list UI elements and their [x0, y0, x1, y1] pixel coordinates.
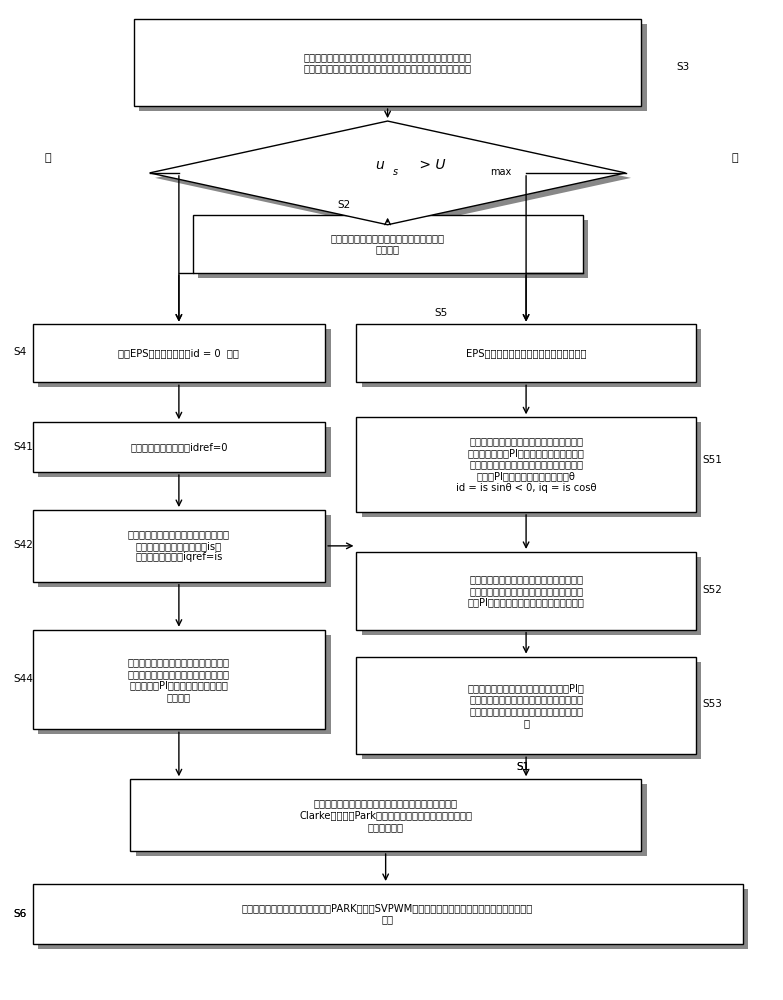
FancyBboxPatch shape — [362, 662, 702, 759]
Text: S5: S5 — [435, 308, 448, 318]
Text: S42: S42 — [13, 540, 33, 550]
FancyBboxPatch shape — [33, 884, 742, 944]
Text: EPS系统进入转速环，执行超前角弱磁控制: EPS系统进入转速环，执行超前角弱磁控制 — [466, 348, 586, 358]
Text: S4: S4 — [13, 347, 27, 357]
FancyBboxPatch shape — [356, 657, 696, 754]
Text: S6: S6 — [13, 909, 27, 919]
Text: 将电机定子电压与设置的参考电压通过PI调
节对超前角进行更新，然后根据超前角对参
考励磁电流指令与参考转矩电流指令进行更
新: 将电机定子电压与设置的参考电压通过PI调 节对超前角进行更新，然后根据超前角对参… — [467, 683, 585, 728]
Text: s: s — [393, 167, 398, 177]
FancyBboxPatch shape — [38, 635, 330, 734]
Text: 将直轴电压和交轴电压依次经过反PARK变换、SVPWM和逆变器后获得控制信号对永磁同步电机进行
控制: 将直轴电压和交轴电压依次经过反PARK变换、SVPWM和逆变器后获得控制信号对永… — [242, 903, 533, 925]
Text: 将参考励磁电流指令、实际励磁电流指令、
参考转矩电流指令和实际转矩电流指令经电
流环PI调节器重新引出直轴电压和交轴电压: 将参考励磁电流指令、实际励磁电流指令、 参考转矩电流指令和实际转矩电流指令经电 … — [467, 574, 585, 607]
FancyBboxPatch shape — [33, 422, 325, 472]
FancyBboxPatch shape — [362, 329, 702, 387]
FancyBboxPatch shape — [130, 779, 641, 851]
Text: 根据方向盘角速度和电机实际转速获得定子
电流，由电流环PI调节器引出直轴电压和交
轴电压，将电机定子电压与参考电压作差，
并通过PI调节器调节出一个超前角θ
i: 根据方向盘角速度和电机实际转速获得定子 电流，由电流环PI调节器引出直轴电压和交… — [456, 436, 597, 493]
Text: 检测电机定子电压，并将电机定子电压与逆变器所能提供的最大
电压进行比较，电机定子电压等于直轴电压和交轴电压的矢量和: 检测电机定子电压，并将电机定子电压与逆变器所能提供的最大 电压进行比较，电机定子… — [304, 52, 471, 74]
FancyBboxPatch shape — [198, 220, 588, 278]
Text: 获取永磁同步电机三相电流，并对采集的三相电流进行
Clarke变换以及Park变换，获得实际励磁电流指令和实际
转矩电流指令: 获取永磁同步电机三相电流，并对采集的三相电流进行 Clarke变换以及Park变… — [299, 799, 472, 832]
Text: 根据方向盘转矩信号和车速信号，通过
助力曲线得到电机定子电流is，
参考转矩电流指令iqref=is: 根据方向盘转矩信号和车速信号，通过 助力曲线得到电机定子电流is， 参考转矩电流… — [128, 529, 230, 562]
Text: S51: S51 — [702, 455, 722, 465]
Text: 否: 否 — [45, 153, 52, 163]
FancyBboxPatch shape — [356, 324, 696, 382]
FancyBboxPatch shape — [38, 889, 748, 949]
Text: S6: S6 — [13, 909, 27, 919]
FancyBboxPatch shape — [33, 630, 325, 729]
Text: S3: S3 — [677, 62, 690, 72]
FancyBboxPatch shape — [356, 417, 696, 512]
Text: S41: S41 — [13, 442, 33, 452]
Text: S2: S2 — [337, 200, 350, 210]
Text: max: max — [490, 167, 511, 177]
Text: 将参考励磁电流指令、实际励磁电流指
令、参考转矩电流指令和实际转矩电流
指经电流环PI调节器引出直轴电压和
交轴电压: 将参考励磁电流指令、实际励磁电流指 令、参考转矩电流指令和实际转矩电流 指经电流… — [128, 657, 230, 702]
FancyBboxPatch shape — [38, 515, 330, 587]
FancyBboxPatch shape — [33, 324, 325, 382]
Text: S53: S53 — [702, 699, 722, 709]
Text: S44: S44 — [13, 675, 33, 685]
Text: 设置参考励磁电流指令idref=0: 设置参考励磁电流指令idref=0 — [130, 442, 228, 452]
Polygon shape — [155, 126, 631, 230]
FancyBboxPatch shape — [356, 552, 696, 630]
FancyBboxPatch shape — [33, 510, 325, 582]
Polygon shape — [150, 121, 626, 225]
FancyBboxPatch shape — [38, 329, 330, 387]
FancyBboxPatch shape — [139, 24, 647, 111]
FancyBboxPatch shape — [193, 215, 583, 273]
Text: u: u — [375, 158, 384, 172]
Text: S52: S52 — [702, 585, 722, 595]
Text: > U: > U — [415, 158, 446, 172]
Text: S1: S1 — [516, 762, 529, 772]
FancyBboxPatch shape — [134, 19, 641, 106]
FancyBboxPatch shape — [362, 557, 702, 635]
FancyBboxPatch shape — [38, 427, 330, 477]
Text: 系统EPS进入转矩环执行id = 0  控制: 系统EPS进入转矩环执行id = 0 控制 — [118, 348, 240, 358]
FancyBboxPatch shape — [135, 784, 647, 856]
Text: 是: 是 — [731, 153, 738, 163]
FancyBboxPatch shape — [362, 422, 702, 517]
Text: 实时获取方向盘转矩信号、车速信号和方向
盘角速度: 实时获取方向盘转矩信号、车速信号和方向 盘角速度 — [330, 233, 445, 255]
Text: S1: S1 — [516, 762, 529, 772]
